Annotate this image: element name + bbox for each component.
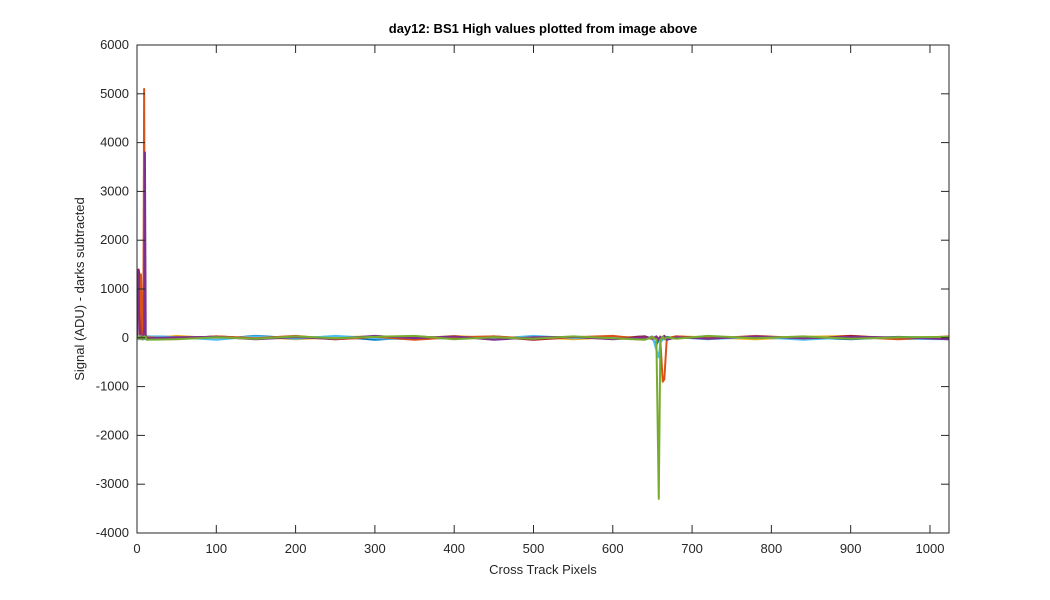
x-tick-label: 100 [205, 541, 227, 556]
x-tick-label: 500 [523, 541, 545, 556]
y-tick-label: 3000 [100, 183, 129, 198]
chart-title: day12: BS1 High values plotted from imag… [389, 21, 697, 36]
y-tick-label: 6000 [100, 37, 129, 52]
x-tick-label: 200 [285, 541, 307, 556]
y-tick-label: -2000 [96, 427, 129, 442]
x-tick-label: 800 [761, 541, 783, 556]
x-tick-label: 700 [681, 541, 703, 556]
series-line [137, 151, 949, 341]
y-tick-label: -4000 [96, 525, 129, 540]
x-tick-label: 600 [602, 541, 624, 556]
x-tick-label: 300 [364, 541, 386, 556]
y-tick-label: 4000 [100, 135, 129, 150]
y-tick-label: 5000 [100, 86, 129, 101]
y-tick-label: 1000 [100, 281, 129, 296]
y-tick-label: -3000 [96, 476, 129, 491]
x-tick-label: 1000 [916, 541, 945, 556]
y-tick-label: -1000 [96, 379, 129, 394]
series-line [137, 334, 949, 500]
y-axis-label: Signal (ADU) - darks subtracted [72, 197, 87, 381]
y-tick-label: 0 [122, 330, 129, 345]
x-tick-label: 400 [443, 541, 465, 556]
x-tick-label: 0 [133, 541, 140, 556]
x-axis-label: Cross Track Pixels [489, 562, 597, 577]
x-tick-label: 900 [840, 541, 862, 556]
y-tick-label: 2000 [100, 232, 129, 247]
